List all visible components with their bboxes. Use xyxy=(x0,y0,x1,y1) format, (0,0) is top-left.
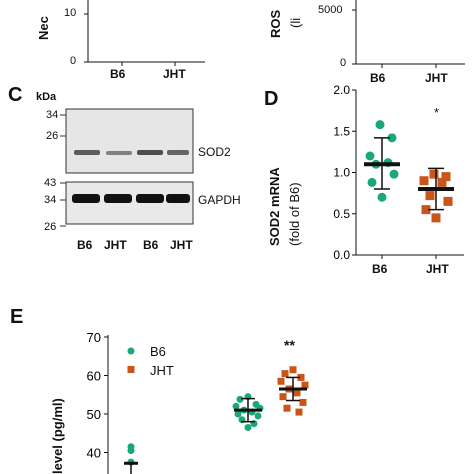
panelC-gapdh-band-4 xyxy=(166,194,190,203)
panelA-xcat-1: JHT xyxy=(163,67,186,81)
panelA-xcat-0: B6 xyxy=(110,67,126,81)
panelD-point-jht xyxy=(441,172,451,182)
panelC-letter: C xyxy=(8,84,23,106)
panelD-xcat-0: B6 xyxy=(372,262,388,276)
panelC-lane-2: B6 xyxy=(143,238,159,252)
panelB-xcat-0: B6 xyxy=(370,71,386,85)
panelA-ytick-top: 10 xyxy=(64,7,77,19)
panelE-point-jht xyxy=(295,408,303,416)
panelD-letter: D xyxy=(264,88,279,110)
panelE-point-jht xyxy=(301,381,309,389)
panelD-point-jht xyxy=(431,213,441,223)
panelC-sod2-band-1 xyxy=(74,150,100,155)
panelE-point-b6 xyxy=(254,412,262,420)
panelE-point-jht xyxy=(289,366,297,374)
panelE-ytick-label: 40 xyxy=(87,446,101,461)
panelE-point-b6 xyxy=(234,410,242,418)
panelC-marker-34b: 34 xyxy=(44,194,57,206)
panelD-plot: 0.0 0.5 1.0 1.5 2.0 xyxy=(333,83,464,262)
panelE-point-jht xyxy=(281,370,289,378)
panelC-blot-top xyxy=(65,108,194,174)
panelD-ytick-label: 1.0 xyxy=(333,166,350,180)
panelD-point-jht xyxy=(421,205,431,215)
panelC-band-label-sod2: SOD2 xyxy=(198,145,231,159)
panelC-marker-26b: 26 xyxy=(44,221,57,233)
panelD-point-b6 xyxy=(377,192,387,202)
panelC-band-label-gapdh: GAPDH xyxy=(198,193,241,207)
panelD-ytick-label: 0.0 xyxy=(333,248,350,262)
panelC-gapdh-band-3 xyxy=(136,194,164,203)
panelD-point-b6 xyxy=(389,169,399,179)
panelE-legend-label-jht: JHT xyxy=(150,363,174,378)
panelB-xcat-1: JHT xyxy=(425,71,448,85)
panelD-point-jht xyxy=(419,176,429,186)
panelC-sod2-band-4 xyxy=(167,150,189,155)
panelC-marker-26: 26 xyxy=(46,130,59,142)
panelC-lane-1: JHT xyxy=(104,238,127,252)
panelC-marker-43: 43 xyxy=(44,177,57,189)
panelD-ytick-label: 0.5 xyxy=(333,207,350,221)
panelD-ytick-label: 2.0 xyxy=(333,83,350,97)
panelE-legend-marker-b6 xyxy=(127,347,135,355)
panelE-legend-label-b6: B6 xyxy=(150,344,166,359)
panelE-point-jht xyxy=(297,373,305,381)
panelB-ytick-0: 0 xyxy=(340,57,347,69)
panelD-point-jht xyxy=(429,169,439,179)
panelE-point-b6 xyxy=(127,447,135,455)
panelD-xcat-1: JHT xyxy=(426,262,449,276)
panelC-gapdh-band-2 xyxy=(104,194,132,203)
panelC-lane-0: B6 xyxy=(77,238,93,252)
panelB-axes xyxy=(352,0,465,68)
panelC-lane-3: JHT xyxy=(170,238,193,252)
panelE-point-jht xyxy=(279,393,287,401)
panelE-ytick-label: 70 xyxy=(87,330,101,345)
panelE-letter: E xyxy=(10,306,24,328)
panelC-sod2-band-3 xyxy=(137,150,163,155)
panelA-ytick-bottom: 0 xyxy=(70,55,77,67)
panelD-point-b6 xyxy=(387,133,397,143)
panelD-ytick-label: 1.5 xyxy=(333,124,350,138)
panelE-point-jht xyxy=(293,389,301,397)
panelD-point-jht xyxy=(443,196,453,206)
panelC-kda-label: kDa xyxy=(36,91,57,103)
panelE-plot: 70 60 50 40 xyxy=(87,330,309,474)
panelE-point-b6 xyxy=(244,423,252,431)
panelA-axes xyxy=(84,0,205,66)
panelE-ytick-label: 60 xyxy=(87,369,101,384)
panelD-significance: * xyxy=(434,105,440,120)
panelE-legend-marker-jht xyxy=(127,366,135,373)
panelE-ytick-label: 50 xyxy=(87,407,101,422)
panelE-point-b6 xyxy=(236,395,244,403)
panelE-significance: ** xyxy=(284,337,295,353)
panelE-point-jht xyxy=(299,398,307,406)
panelD-point-b6 xyxy=(367,177,377,187)
panelC-gapdh-band-1 xyxy=(72,194,100,203)
panelB-ytick-5000: 5000 xyxy=(318,4,343,16)
panelD-point-jht xyxy=(437,177,447,187)
panelD-point-b6 xyxy=(375,120,385,130)
panelC-blot xyxy=(60,108,194,227)
panelC-sod2-band-2 xyxy=(106,151,132,155)
panelE-point-jht xyxy=(277,377,285,385)
panelD-point-jht xyxy=(425,191,435,201)
panelD-point-b6 xyxy=(365,151,375,161)
panelE-point-jht xyxy=(283,404,291,412)
panelE-point-b6 xyxy=(232,402,240,410)
panelC-marker-34: 34 xyxy=(46,109,59,121)
